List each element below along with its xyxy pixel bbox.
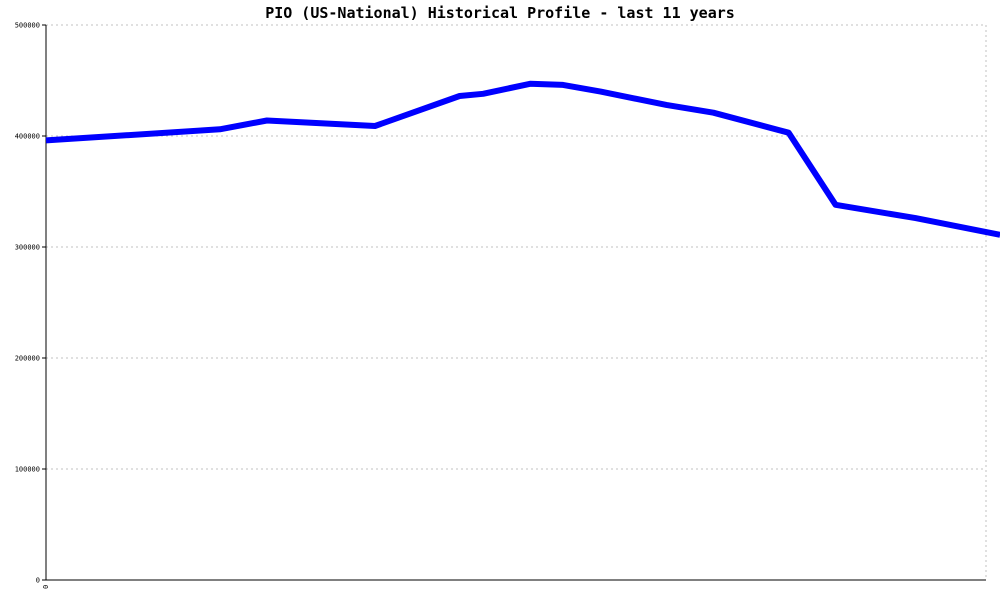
x-tick-label: 0 <box>42 585 50 589</box>
grid-lines <box>46 24 987 580</box>
y-tick-label: 500000 <box>15 22 40 30</box>
y-tick-label: 300000 <box>15 244 40 252</box>
axes <box>42 24 986 581</box>
y-tick-label: 400000 <box>15 133 40 141</box>
y-tick-labels: 0 100000 200000 300000 400000 500000 <box>15 22 40 585</box>
y-tick-label: 200000 <box>15 355 40 363</box>
y-tick-label: 100000 <box>15 466 40 474</box>
series-group <box>45 80 1000 238</box>
chart-title: PIO (US-National) Historical Profile - l… <box>265 4 735 22</box>
x-tick-labels: 0 <box>42 585 50 589</box>
y-tick-label: 0 <box>36 577 40 585</box>
series-line-0 <box>45 80 1000 238</box>
